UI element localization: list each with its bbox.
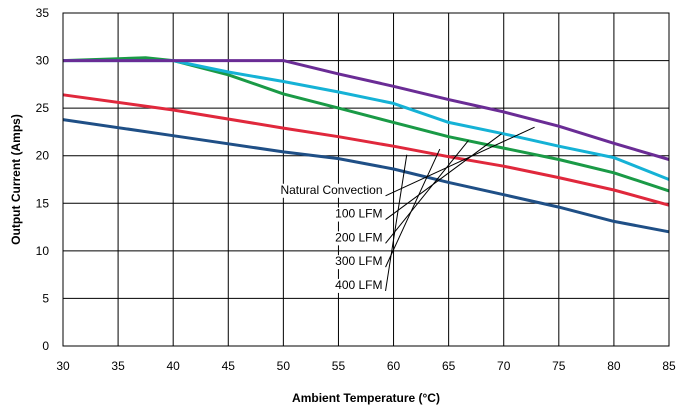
annotation-leader-2: [385, 140, 469, 244]
y-tick-label: 5: [42, 291, 49, 305]
x-tick-label: 30: [56, 359, 70, 373]
y-tick-label: 15: [36, 196, 50, 210]
x-tick-label: 45: [222, 359, 236, 373]
x-axis-label: Ambient Temperature (°C): [292, 391, 440, 405]
annotation-leader-4: [385, 154, 408, 291]
x-tick-label: 55: [332, 359, 346, 373]
y-tick-label: 20: [36, 149, 50, 163]
annotation-background: [336, 207, 386, 222]
annotations: Natural Convection 100 LFM 200 LFM 300 LFM 4…: [267, 126, 535, 293]
series-lines: [62, 56, 670, 234]
series-line-2: [62, 56, 670, 193]
x-tick-label: 80: [607, 359, 621, 373]
annotation-label: Natural Convection: [280, 183, 382, 197]
annotation-background: [267, 183, 386, 198]
x-tick-labels: 30 35 40 45 50 55 60 65 70 75 80 85: [56, 359, 676, 373]
x-tick-label: 70: [497, 359, 511, 373]
x-tick-label: 65: [442, 359, 456, 373]
annotation-label: 400 LFM: [335, 278, 382, 292]
annotation-label: 100 LFM: [335, 207, 382, 221]
y-tick-label: 0: [42, 339, 49, 353]
annotation-label: 200 LFM: [335, 230, 382, 244]
y-tick-label: 10: [36, 244, 50, 258]
annotation-label: 300 LFM: [335, 254, 382, 268]
x-tick-label: 50: [277, 359, 291, 373]
y-tick-label: 25: [36, 101, 50, 115]
x-tick-label: 85: [662, 359, 676, 373]
annotation-leader-0: [385, 126, 535, 197]
x-tick-label: 75: [552, 359, 566, 373]
annotation-background: [336, 278, 386, 293]
series-line-4: [63, 59, 670, 161]
x-tick-label: 60: [387, 359, 401, 373]
y-tick-label: 30: [36, 54, 50, 68]
plot-frame: [62, 12, 670, 347]
annotation-background: [336, 255, 386, 270]
y-axis-label: Output Current (Amps): [9, 114, 23, 245]
series-line-0: [62, 118, 670, 234]
y-tick-label: 35: [36, 6, 50, 20]
annotation-background: [336, 231, 386, 246]
x-tick-label: 40: [167, 359, 181, 373]
series-line-3: [63, 59, 670, 181]
series-line-1: [62, 93, 670, 207]
x-tick-label: 35: [111, 359, 125, 373]
annotation-leader-1: [385, 133, 502, 220]
y-tick-labels: 0 5 10 15 20 25 30 35: [36, 6, 50, 353]
annotation-leader-3: [385, 148, 441, 268]
